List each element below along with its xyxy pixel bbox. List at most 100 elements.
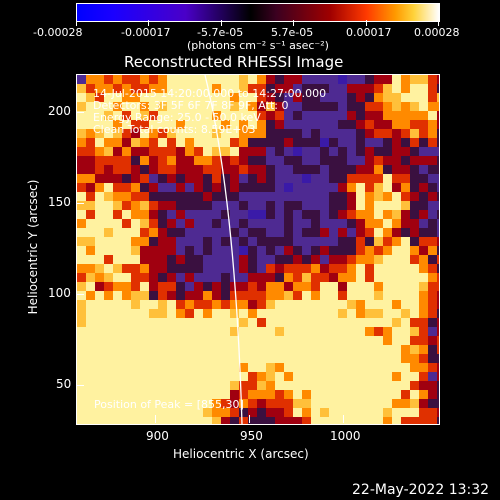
heatmap-cell — [95, 282, 104, 291]
heatmap-cell — [365, 102, 374, 111]
heatmap-cell — [293, 147, 302, 156]
heatmap-cell — [95, 102, 104, 111]
heatmap-cell — [158, 309, 167, 318]
heatmap-cell — [122, 120, 131, 129]
heatmap-cell — [194, 156, 203, 165]
heatmap-cell — [419, 381, 428, 390]
heatmap-cell — [113, 93, 122, 102]
heatmap-cell — [392, 75, 401, 84]
heatmap-cell — [248, 345, 257, 354]
heatmap-cell — [428, 174, 437, 183]
heatmap-cell — [329, 102, 338, 111]
heatmap-cell — [419, 282, 428, 291]
heatmap-cell — [140, 228, 149, 237]
heatmap-cell — [239, 165, 248, 174]
heatmap-cell — [194, 111, 203, 120]
heatmap-cell — [167, 147, 176, 156]
heatmap-cell — [248, 318, 257, 327]
heatmap-cell — [338, 156, 347, 165]
heatmap-cell — [338, 372, 347, 381]
heatmap-cell — [302, 75, 311, 84]
heatmap-cell — [122, 264, 131, 273]
heatmap-cell — [239, 291, 248, 300]
heatmap-cell — [104, 156, 113, 165]
heatmap-cell — [293, 75, 302, 84]
heatmap-cell — [185, 336, 194, 345]
heatmap-cell — [86, 300, 95, 309]
heatmap-cell — [374, 129, 383, 138]
heatmap-cell — [302, 336, 311, 345]
heatmap-cell — [239, 156, 248, 165]
heatmap-cell — [275, 291, 284, 300]
heatmap-cell — [392, 273, 401, 282]
heatmap-cell — [104, 120, 113, 129]
heatmap-cell — [437, 102, 439, 111]
heatmap-cell — [428, 165, 437, 174]
heatmap-cell — [266, 102, 275, 111]
heatmap-cell — [392, 237, 401, 246]
heatmap-cell — [338, 165, 347, 174]
heatmap-cell — [365, 84, 374, 93]
heatmap-cell — [131, 192, 140, 201]
heatmap-cell — [221, 174, 230, 183]
heatmap-cell — [437, 111, 439, 120]
heatmap-cell — [365, 417, 374, 424]
heatmap-cell — [374, 354, 383, 363]
heatmap-cell — [122, 318, 131, 327]
heatmap-cell — [419, 345, 428, 354]
heatmap-cell — [167, 246, 176, 255]
heatmap-cell — [374, 381, 383, 390]
heatmap-cell — [374, 102, 383, 111]
heatmap-cell — [311, 336, 320, 345]
heatmap-cell — [77, 246, 86, 255]
heatmap-cell — [320, 102, 329, 111]
heatmap-cell — [86, 228, 95, 237]
heatmap-cell — [374, 228, 383, 237]
heatmap-cell — [239, 147, 248, 156]
heatmap-cell — [185, 363, 194, 372]
heatmap-cell — [428, 417, 437, 424]
heatmap-cell — [356, 327, 365, 336]
heatmap-cell — [113, 201, 122, 210]
heatmap-cell — [203, 273, 212, 282]
heatmap-cell — [104, 183, 113, 192]
heatmap-cell — [419, 138, 428, 147]
heatmap-cell — [95, 363, 104, 372]
heatmap-cell — [347, 228, 356, 237]
heatmap-cell — [419, 156, 428, 165]
heatmap-cell — [149, 318, 158, 327]
heatmap-cell — [392, 345, 401, 354]
heatmap-cell — [284, 399, 293, 408]
heatmap-cell — [104, 282, 113, 291]
heatmap-cell — [185, 318, 194, 327]
heatmap-cell — [365, 264, 374, 273]
heatmap-cell — [194, 120, 203, 129]
heatmap-cell — [131, 255, 140, 264]
heatmap-cell — [302, 156, 311, 165]
heatmap-cell — [329, 201, 338, 210]
heatmap-cell — [95, 84, 104, 93]
heatmap-cell — [239, 183, 248, 192]
heatmap-cell — [185, 201, 194, 210]
heatmap-cell — [374, 147, 383, 156]
heatmap-cell — [410, 264, 419, 273]
heatmap-cell — [338, 111, 347, 120]
heatmap-cell — [338, 228, 347, 237]
heatmap-cell — [131, 93, 140, 102]
heatmap-cell — [194, 390, 203, 399]
rhessi-image — [76, 74, 440, 425]
heatmap-cell — [221, 399, 230, 408]
heatmap-cell — [293, 363, 302, 372]
heatmap-cell — [392, 174, 401, 183]
heatmap-cell — [419, 192, 428, 201]
heatmap-cell — [158, 300, 167, 309]
solar-limb-line — [204, 75, 243, 424]
heatmap-cell — [212, 309, 221, 318]
heatmap-cell — [383, 273, 392, 282]
heatmap-cell — [122, 129, 131, 138]
colorbar-label: -0.00017 — [121, 26, 171, 39]
heatmap-cell — [203, 192, 212, 201]
heatmap-cell — [302, 417, 311, 424]
heatmap-cell — [167, 93, 176, 102]
heatmap-cell — [140, 417, 149, 424]
